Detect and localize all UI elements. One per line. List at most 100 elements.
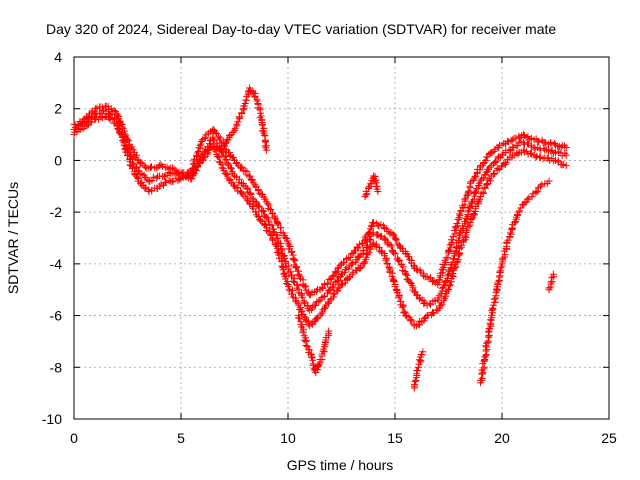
series-0 <box>70 102 570 299</box>
data-trace <box>253 211 270 229</box>
data-trace <box>485 304 497 333</box>
data-point <box>374 187 382 195</box>
data-trace <box>477 174 494 198</box>
data-trace <box>147 163 162 172</box>
data-trace <box>321 329 333 349</box>
data-trace <box>413 367 422 379</box>
y-tick-label: 2 <box>54 101 62 117</box>
series-2 <box>70 107 570 330</box>
data-trace <box>258 121 270 152</box>
data-point <box>241 167 249 175</box>
data-trace <box>467 195 484 224</box>
data-trace <box>308 297 323 314</box>
data-trace <box>455 204 474 240</box>
data-trace <box>476 356 489 384</box>
series-7 <box>476 177 553 387</box>
data-trace <box>554 148 569 160</box>
data-trace <box>521 147 536 158</box>
data-point <box>325 327 333 335</box>
data-point <box>524 195 532 203</box>
data-point <box>511 218 519 226</box>
axis-ticks <box>73 56 610 420</box>
data-trace <box>500 153 516 168</box>
data-point <box>308 353 316 361</box>
y-tick-label: -2 <box>50 204 63 220</box>
data-trace <box>543 146 558 157</box>
data-trace <box>104 110 119 122</box>
data-trace <box>308 354 319 375</box>
data-trace <box>295 289 312 312</box>
data-trace <box>414 292 429 308</box>
x-axis-label: GPS time / hours <box>287 457 394 473</box>
data-trace <box>168 174 183 186</box>
data-trace <box>548 273 558 285</box>
data-trace <box>221 169 237 189</box>
data-trace <box>500 137 515 148</box>
x-tick-label: 5 <box>177 430 185 446</box>
plot-frame <box>73 56 610 420</box>
data-trace <box>455 221 474 257</box>
data-trace <box>253 199 269 221</box>
data-trace <box>435 288 451 312</box>
data-point <box>402 270 410 278</box>
data-trace <box>361 219 377 245</box>
chart-title: Day 320 of 2024, Sidereal Day-to-day VTE… <box>46 21 556 37</box>
data-trace <box>381 252 399 286</box>
x-tick-label: 20 <box>494 430 510 446</box>
data-trace <box>503 230 515 250</box>
data-trace <box>403 250 419 272</box>
data-trace <box>296 304 313 328</box>
data-trace <box>135 167 151 184</box>
data-point <box>263 146 271 154</box>
data-trace <box>339 273 354 288</box>
data-point <box>545 177 553 185</box>
y-tick-labels: -10 -8 -6 -4 -2 0 2 4 <box>42 49 62 427</box>
data-trace <box>254 101 266 126</box>
data-trace <box>543 154 558 165</box>
data-point <box>220 151 228 159</box>
data-trace <box>391 282 409 317</box>
data-trace <box>349 262 365 276</box>
x-tick-label: 25 <box>601 430 617 446</box>
data-trace <box>529 189 540 198</box>
data-trace <box>542 139 558 148</box>
data-trace <box>532 152 547 163</box>
data-trace <box>520 132 535 143</box>
data-trace <box>285 282 302 307</box>
data-trace <box>179 170 194 181</box>
series-8 <box>545 270 558 294</box>
data-trace <box>243 168 259 189</box>
data-trace <box>264 200 281 225</box>
data-trace <box>221 153 237 178</box>
data-trace <box>467 179 483 210</box>
data-trace <box>381 225 398 239</box>
data-point <box>537 182 545 190</box>
data-trace <box>534 184 542 195</box>
data-trace <box>554 157 568 169</box>
x-tick-labels: 0 5 10 15 20 25 <box>70 430 617 446</box>
data-trace <box>499 146 515 158</box>
y-tick-label: 4 <box>54 49 62 65</box>
data-trace <box>445 215 463 254</box>
data-trace <box>417 351 426 359</box>
data-trace <box>372 231 385 240</box>
y-tick-label: -4 <box>50 256 63 272</box>
data-point <box>348 260 356 268</box>
data-point <box>466 203 474 211</box>
data-trace <box>113 117 131 157</box>
data-point <box>466 218 474 226</box>
data-trace <box>242 86 254 104</box>
data-trace <box>83 111 98 126</box>
data-trace <box>299 329 310 349</box>
data-trace <box>478 163 494 183</box>
data-point <box>528 193 536 201</box>
data-trace <box>445 237 463 275</box>
data-trace <box>360 241 376 267</box>
y-tick-label: -10 <box>42 411 62 427</box>
data-trace <box>403 271 419 296</box>
data-point <box>498 151 506 159</box>
data-point <box>562 162 570 170</box>
data-trace <box>444 250 464 293</box>
data-trace <box>538 181 546 189</box>
data-trace <box>545 280 555 292</box>
